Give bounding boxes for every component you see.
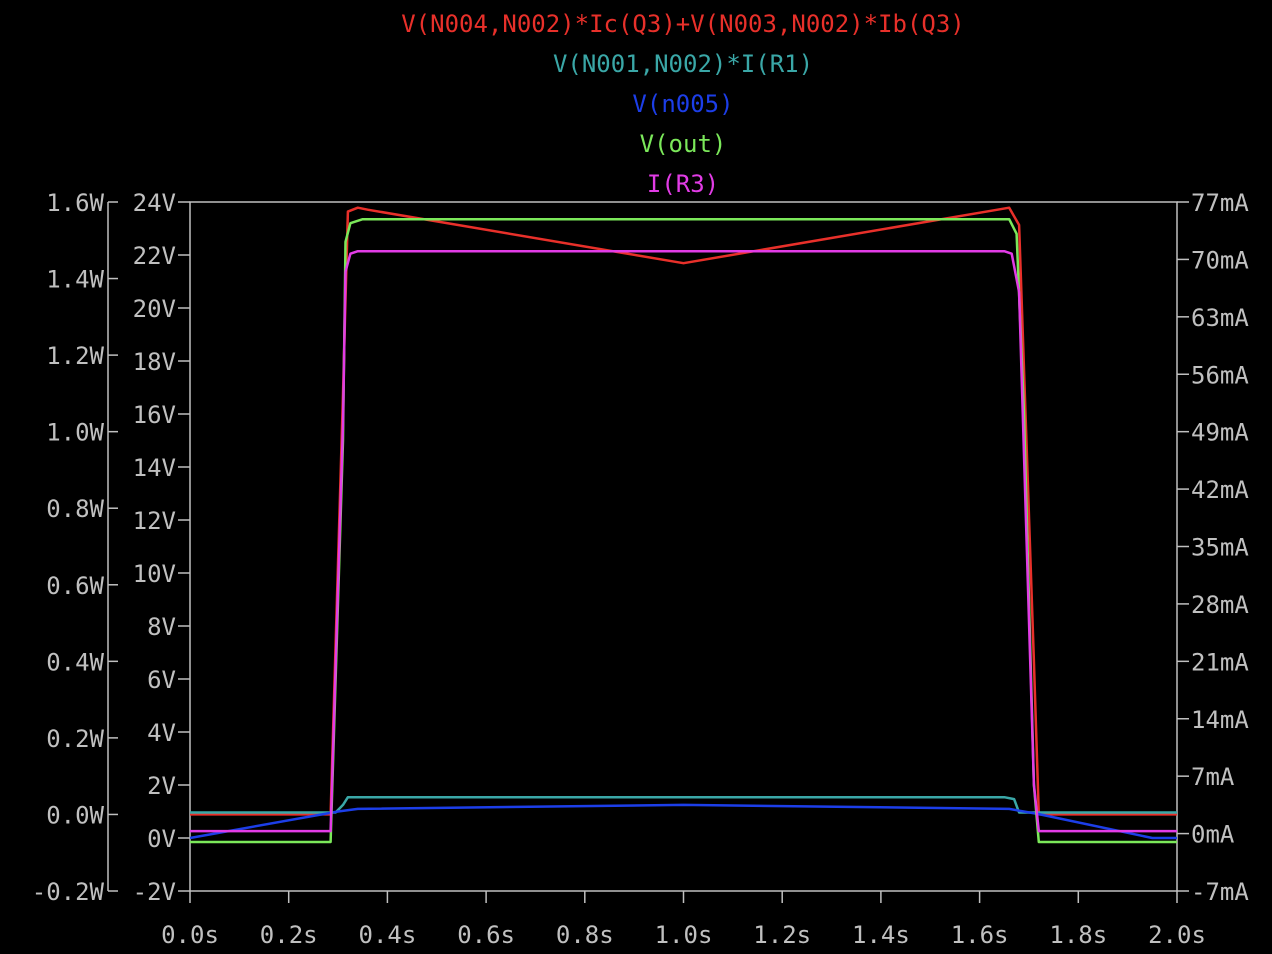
power-tick-label: -0.2W	[32, 878, 105, 906]
power-tick-label: 1.4W	[46, 266, 104, 294]
x-tick-label: 0.4s	[359, 921, 417, 949]
voltage-tick-label: 18V	[133, 348, 176, 376]
voltage-tick-label: -2V	[133, 878, 176, 906]
x-tick-label: 0.8s	[556, 921, 614, 949]
x-tick-label: 1.0s	[655, 921, 713, 949]
voltage-tick-label: 4V	[147, 719, 176, 747]
x-tick-label: 2.0s	[1148, 921, 1206, 949]
legend-entry-1[interactable]: V(N001,N002)*I(R1)	[553, 50, 813, 78]
voltage-tick-label: 12V	[133, 507, 176, 535]
voltage-tick-label: 0V	[147, 825, 176, 853]
legend-entry-3[interactable]: V(out)	[640, 130, 727, 158]
power-tick-label: 0.2W	[46, 725, 104, 753]
voltage-tick-label: 22V	[133, 242, 176, 270]
legend-entry-0[interactable]: V(N004,N002)*Ic(Q3)+V(N003,N002)*Ib(Q3)	[401, 10, 965, 38]
voltage-tick-label: 2V	[147, 772, 176, 800]
x-tick-label: 0.2s	[260, 921, 318, 949]
current-tick-label: 70mA	[1191, 246, 1249, 274]
series-line-4	[190, 249, 1177, 833]
current-tick-label: 42mA	[1191, 476, 1249, 504]
series-line-2	[189, 803, 1177, 840]
current-tick-label: 14mA	[1191, 706, 1249, 734]
current-tick-label: 63mA	[1191, 304, 1249, 332]
x-tick-label: 1.2s	[753, 921, 811, 949]
power-tick-label: 1.6W	[46, 189, 104, 217]
legend-entry-4[interactable]: I(R3)	[647, 170, 719, 198]
power-tick-label: 0.8W	[46, 495, 104, 523]
voltage-tick-label: 20V	[133, 295, 176, 323]
legend-entry-2[interactable]: V(n005)	[632, 90, 733, 118]
current-tick-label: 49mA	[1191, 419, 1249, 447]
voltage-tick-label: 14V	[133, 454, 176, 482]
legend: V(N004,N002)*Ic(Q3)+V(N003,N002)*Ib(Q3) V…	[401, 10, 965, 198]
current-tick-label: 56mA	[1191, 361, 1249, 389]
voltage-tick-label: 8V	[147, 613, 176, 641]
x-tick-label: 1.6s	[951, 921, 1009, 949]
x-tick-label: 1.8s	[1049, 921, 1107, 949]
voltage-tick-label: 6V	[147, 666, 176, 694]
axes: 0.0s 0.2s 0.4s 0.6s 0.8s 1.0s 1.2s 1.4s 1.6s 1.8s…	[32, 189, 1250, 949]
current-tick-label: 21mA	[1191, 648, 1249, 676]
current-tick-label: 28mA	[1191, 591, 1249, 619]
traces	[189, 206, 1177, 844]
power-tick-label: 0.6W	[46, 572, 104, 600]
current-tick-label: 0mA	[1191, 821, 1235, 849]
power-tick-label: 1.0W	[46, 419, 104, 447]
voltage-tick-label: 10V	[133, 560, 176, 588]
x-tick-label: 1.4s	[852, 921, 910, 949]
voltage-tick-label: 16V	[133, 401, 176, 429]
x-tick-label: 0.0s	[161, 921, 219, 949]
power-tick-label: 0.4W	[46, 648, 104, 676]
x-tick-label: 0.6s	[457, 921, 515, 949]
power-tick-label: 0.0W	[46, 801, 104, 829]
power-tick-label: 1.2W	[46, 342, 104, 370]
current-tick-label: 77mA	[1191, 189, 1249, 217]
current-tick-label: 7mA	[1191, 763, 1235, 791]
current-tick-label: 35mA	[1191, 534, 1249, 562]
current-tick-label: -7mA	[1191, 878, 1249, 906]
series-line-0	[190, 206, 1177, 816]
voltage-tick-label: 24V	[133, 189, 176, 217]
